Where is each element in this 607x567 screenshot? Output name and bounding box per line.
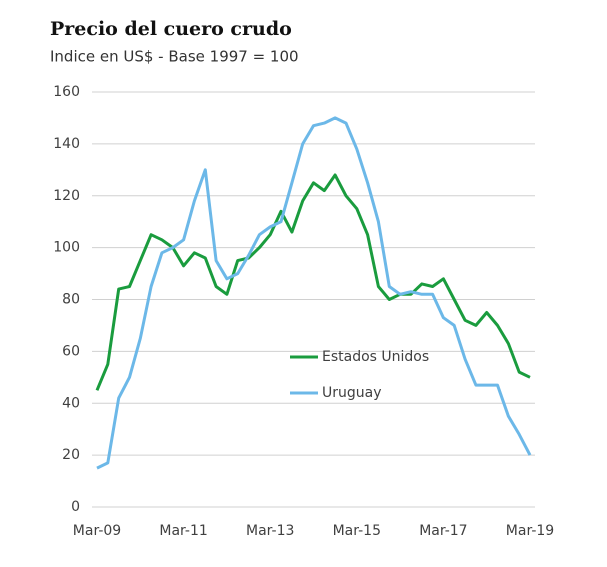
- y-tick-label: 60: [62, 343, 80, 359]
- y-tick-label: 0: [71, 499, 80, 515]
- y-tick-label: 80: [62, 292, 80, 308]
- y-tick-label: 140: [53, 136, 80, 152]
- y-tick-label: 160: [53, 84, 80, 100]
- y-tick-label: 20: [62, 447, 80, 463]
- legend-label: Estados Unidos: [322, 349, 429, 365]
- series-line: [95, 173, 531, 391]
- x-tick-label: Mar-15: [333, 523, 381, 539]
- y-tick-label: 40: [62, 395, 80, 411]
- x-tick-label: Mar-09: [73, 523, 121, 539]
- series-line: [96, 116, 532, 470]
- y-tick-label: 100: [53, 240, 80, 256]
- x-tick-label: Mar-17: [419, 523, 467, 539]
- x-tick-label: Mar-13: [246, 523, 294, 539]
- y-tick-label: 120: [53, 188, 80, 204]
- x-tick-label: Mar-19: [506, 523, 554, 539]
- chart-subtitle: Indice en US$ - Base 1997 = 100: [50, 48, 299, 66]
- legend-label: Uruguay: [322, 385, 382, 401]
- x-tick-label: Mar-11: [159, 523, 207, 539]
- chart-title: Precio del cuero crudo: [50, 18, 292, 40]
